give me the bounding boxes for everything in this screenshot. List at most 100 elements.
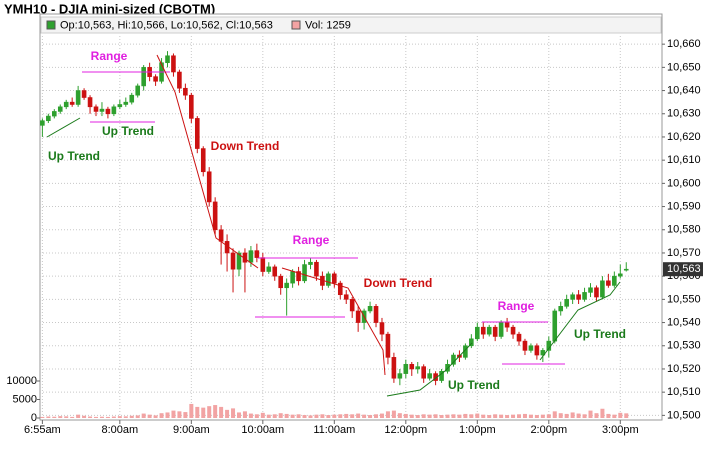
volume-bar [88, 416, 93, 418]
legend-ohlc: Op:10,563, Hi:10,566, Lo:10,562, Cl:10,5… [60, 19, 273, 31]
y-tick-label: 10,510 [667, 386, 701, 398]
candle-body [600, 280, 605, 298]
volume-bar [195, 406, 200, 418]
volume-tick-label: 10000 [6, 375, 37, 387]
volume-bar [290, 414, 295, 418]
trend-line [386, 342, 473, 397]
x-tick-label: 8:00am [101, 424, 138, 436]
volume-bar [588, 410, 593, 418]
volume-bar [362, 414, 367, 418]
volume-bar [612, 414, 617, 418]
candle-body [564, 299, 569, 307]
x-tick-label: 3:00pm [602, 424, 639, 436]
candle-body [475, 326, 480, 340]
volume-bar [624, 413, 629, 418]
candle-body [111, 106, 117, 115]
volume-bar [332, 414, 337, 418]
candle-body [117, 104, 123, 108]
volume-bar [546, 414, 551, 418]
candle-body [218, 229, 224, 242]
volume-bar [254, 414, 259, 418]
volume-bar [433, 414, 438, 418]
volume-tick-label: 0 [31, 412, 37, 424]
candle-body [403, 364, 409, 374]
volume-bar [534, 415, 539, 418]
candle-body [254, 250, 260, 258]
volume-bar [600, 408, 605, 418]
volume-bar [481, 414, 486, 418]
volume-bar [266, 414, 271, 418]
candle-body [284, 282, 289, 289]
candle-body [87, 97, 93, 108]
volume-bar [564, 413, 569, 418]
volume-bar [594, 413, 599, 418]
x-tick-label: 10:00am [241, 424, 284, 436]
volume-bar [248, 413, 253, 418]
y-tick-label: 10,500 [667, 409, 701, 421]
candle-body [606, 280, 611, 286]
candle-body [105, 108, 111, 115]
candle-body [302, 264, 307, 282]
volume-bar [70, 416, 75, 418]
volume-bar [302, 415, 307, 418]
volume-layer [40, 403, 629, 418]
candle-body [69, 101, 75, 105]
volume-bar [517, 414, 522, 418]
candle-body [552, 310, 558, 342]
trend-line [156, 54, 259, 269]
trend-line [46, 117, 81, 138]
volume-bar [528, 414, 533, 418]
candle-body [427, 373, 432, 379]
candle-body [296, 271, 301, 282]
y-tick-label: 10,530 [667, 340, 701, 352]
volume-bar [189, 403, 194, 418]
candle-body [594, 287, 599, 298]
candle-body [123, 101, 129, 105]
candle-body [75, 90, 81, 105]
axes: 10,500 10,510 10,520 10,530 10,540 10,550 10,5… [6, 38, 703, 436]
candle-body [617, 273, 623, 277]
volume-bar [105, 416, 110, 418]
candle-body [272, 266, 278, 277]
volume-bar [153, 415, 158, 418]
volume-bar [606, 413, 611, 418]
y-tick-label: 10,630 [667, 108, 701, 120]
annotation: Range [498, 299, 535, 313]
candle-body [63, 101, 69, 108]
plot-frame [39, 13, 663, 421]
legend-bar [40, 16, 662, 34]
legend-swatch [46, 20, 56, 30]
candle-body [570, 294, 575, 300]
volume-bar [135, 415, 140, 418]
volume-bar [76, 414, 81, 418]
volume-bar [320, 414, 325, 418]
candle-body [492, 326, 498, 337]
volume-bar [344, 413, 349, 418]
candle-body [183, 87, 188, 96]
annotation: Up Trend [102, 124, 154, 138]
candle-body [266, 266, 272, 272]
candle-body [93, 106, 99, 112]
candle-body [522, 340, 528, 351]
volume-bar [314, 414, 319, 418]
candle-body [135, 85, 141, 96]
volume-bar [111, 416, 116, 418]
volume-bar [499, 414, 504, 418]
legend-volume: Vol: 1259 [305, 19, 351, 31]
volume-bar [236, 412, 241, 418]
volume-bar [403, 413, 408, 418]
candle-layer [40, 51, 629, 386]
candle-body [308, 261, 313, 265]
candle-body [510, 326, 516, 335]
volume-bar [540, 414, 545, 418]
volume-bar [415, 415, 420, 418]
y-tick-label: 10,590 [667, 200, 701, 212]
y-tick-label: 10,540 [667, 316, 701, 328]
candle-body [540, 350, 546, 356]
volume-bar [326, 415, 331, 418]
candle-body [588, 287, 593, 293]
candle-body [99, 108, 105, 112]
candle-body [81, 90, 87, 98]
volume-bar [278, 413, 283, 418]
